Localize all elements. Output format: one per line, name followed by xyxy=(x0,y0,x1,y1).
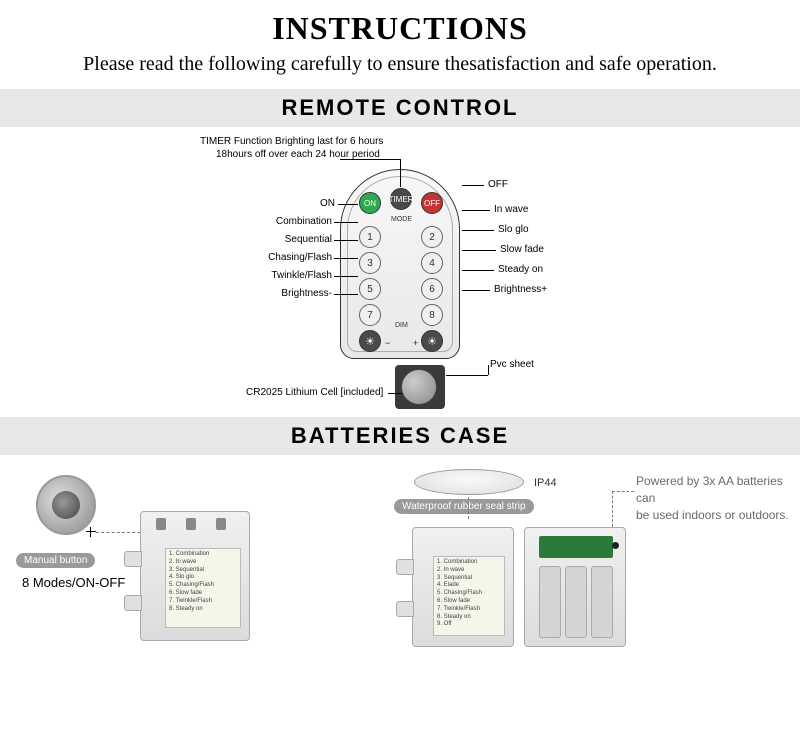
remote-btn-1: 1 xyxy=(359,226,381,248)
case-clip-2b xyxy=(396,601,414,617)
pvc-label: Pvc sheet xyxy=(490,359,534,370)
remote-btn-5: 5 xyxy=(359,278,381,300)
line-combination xyxy=(334,222,358,223)
battery-slot-3 xyxy=(591,566,613,638)
callout-bright-plus: Brightness+ xyxy=(494,284,547,295)
line-pvc xyxy=(446,375,488,376)
dash-power-h xyxy=(612,491,634,492)
callout-steadyon: Steady on xyxy=(498,264,543,275)
case-pcb xyxy=(539,536,613,558)
remote-timer-button: TIMER xyxy=(390,188,412,210)
case-button-2 xyxy=(186,518,196,530)
battery-slot-1 xyxy=(539,566,561,638)
line-bright-minus xyxy=(334,294,358,295)
lithium-cell-icon xyxy=(401,369,437,405)
case-clip-2a xyxy=(396,559,414,575)
power-line1: Powered by 3x AA batteries can xyxy=(636,473,796,507)
remote-diagram: TIMER Function Brighting last for 6 hour… xyxy=(0,127,800,417)
timer-note-line1: TIMER Function Brighting last for 6 hour… xyxy=(200,135,383,148)
remote-btn-3: 3 xyxy=(359,252,381,274)
manual-button-knob xyxy=(36,475,96,535)
line-sequential xyxy=(334,240,358,241)
callout-on: ON xyxy=(295,198,335,209)
page-title: INSTRUCTIONS xyxy=(0,0,800,51)
cell-label: CR2025 Lithium Cell [included] xyxy=(246,387,383,398)
callout-inwave: In wave xyxy=(494,204,528,215)
callout-bright-minus: Brightness- xyxy=(258,288,332,299)
dash-seal-v xyxy=(468,497,469,519)
line-twinkle xyxy=(334,276,358,277)
knob-inner xyxy=(52,491,80,519)
battery-case-closed: 1. Combination2. In wave3. Sequential4. … xyxy=(140,511,250,641)
remote-off-button: OFF xyxy=(421,192,443,214)
callout-twinkle: Twinkle/Flash xyxy=(250,270,332,281)
modes-on-off: 8 Modes/ON-OFF xyxy=(22,575,125,590)
line-off xyxy=(462,185,484,186)
line-cell xyxy=(388,393,402,394)
case-mode-list: 1. Combination2. In wave3. Sequential4. … xyxy=(165,548,241,628)
remote-btn-7: 7 xyxy=(359,304,381,326)
case-button-3 xyxy=(216,518,226,530)
remote-minus-label: − xyxy=(385,338,390,348)
remote-btn-6: 6 xyxy=(421,278,443,300)
cross-marker-knob xyxy=(86,527,96,537)
case-mode-list-2: 1. Combination2. In wave3. Sequential4. … xyxy=(433,556,505,636)
remote-body: ON TIMER OFF MODE 1 2 3 4 5 6 7 8 DIM ☀ … xyxy=(340,169,460,359)
line-bright-plus xyxy=(462,290,490,291)
power-info: Powered by 3x AA batteries can be used i… xyxy=(636,473,796,523)
line-sloglo xyxy=(462,230,494,231)
remote-btn-8: 8 xyxy=(421,304,443,326)
remote-dim-label: DIM xyxy=(395,322,408,329)
cell-holder xyxy=(395,365,445,409)
remote-btn-4: 4 xyxy=(421,252,443,274)
manual-button-pill: Manual button xyxy=(16,553,95,568)
seal-ellipse xyxy=(414,469,524,495)
remote-brightness-minus: ☀ xyxy=(359,330,381,352)
callout-chasing: Chasing/Flash xyxy=(250,252,332,263)
timer-note: TIMER Function Brighting last for 6 hour… xyxy=(200,135,383,161)
callout-off: OFF xyxy=(488,179,508,190)
batteries-diagram: Manual button 8 Modes/ON-OFF 1. Combinat… xyxy=(0,455,800,675)
remote-btn-2: 2 xyxy=(421,226,443,248)
case-clip-1b xyxy=(124,595,142,611)
line-timer-v xyxy=(400,159,401,187)
battery-slot-2 xyxy=(565,566,587,638)
line-steadyon xyxy=(462,270,494,271)
case-button-1 xyxy=(156,518,166,530)
line-on xyxy=(338,204,358,205)
power-line2: be used indoors or outdoors. xyxy=(636,507,796,524)
line-chasing xyxy=(334,258,358,259)
battery-case-open xyxy=(524,527,626,647)
case-clip-1a xyxy=(124,551,142,567)
ip44-label: IP44 xyxy=(534,477,557,489)
page-subtitle: Please read the following carefully to e… xyxy=(0,51,800,89)
remote-plus-label: + xyxy=(413,338,418,348)
callout-sequential: Sequential xyxy=(260,234,332,245)
remote-mode-label: MODE xyxy=(391,216,412,223)
section-batteries-case: BATTERIES CASE xyxy=(0,417,800,455)
battery-case-closed-2: 1. Combination2. In wave3. Sequential4. … xyxy=(412,527,514,647)
dash-power-v xyxy=(612,491,613,527)
line-timer-h xyxy=(340,159,400,160)
line-pvc-v xyxy=(488,365,489,375)
callout-slowfade: Slow fade xyxy=(500,244,544,255)
callout-combination: Combination xyxy=(252,216,332,227)
case-small-btn xyxy=(612,542,619,549)
remote-brightness-plus: ☀ xyxy=(421,330,443,352)
callout-sloglo: Slo glo xyxy=(498,224,529,235)
seal-pill: Waterproof rubber seal strip xyxy=(394,499,534,514)
section-remote-control: REMOTE CONTROL xyxy=(0,89,800,127)
remote-on-button: ON xyxy=(359,192,381,214)
line-inwave xyxy=(462,210,490,211)
line-slowfade xyxy=(462,250,496,251)
